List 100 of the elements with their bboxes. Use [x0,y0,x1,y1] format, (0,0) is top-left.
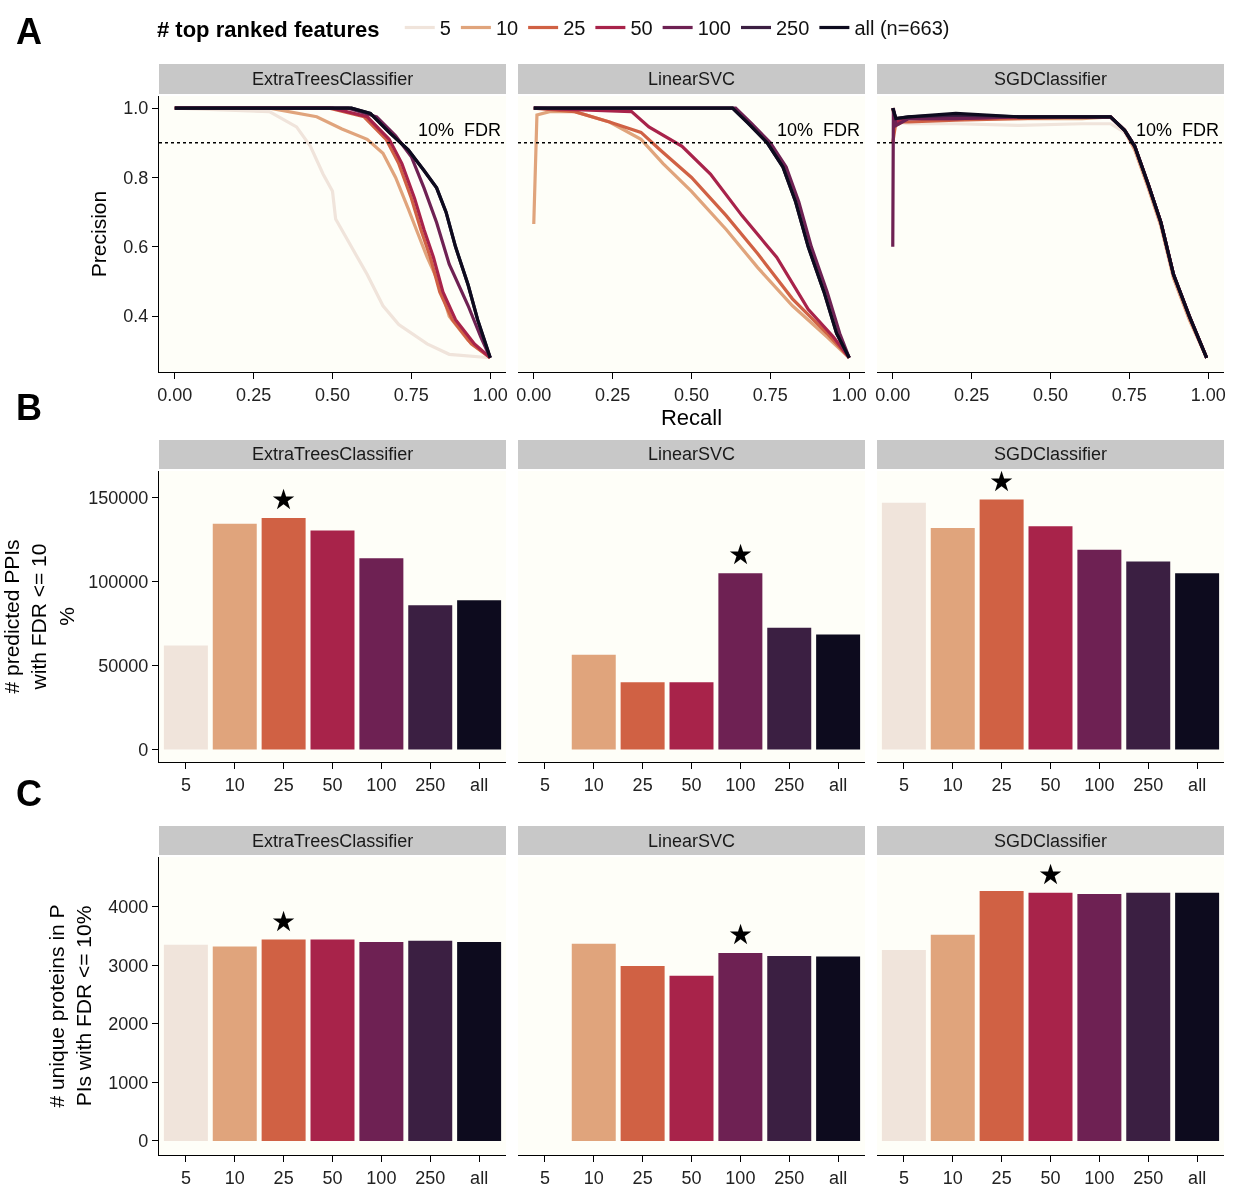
y-axis-title: # predicted PPIs with FDR <= 10 % [0,539,78,694]
x-tick-label: 25 [632,1167,653,1184]
x-tick-label: 250 [1133,774,1164,795]
y-tick-label: 0.8 [123,167,149,188]
y-tick-label: 50000 [98,655,149,676]
y-tick-label: 1000 [108,1072,149,1093]
chart-title: ExtraTreesClassifier [252,69,414,89]
legend-label: all (n=663) [854,17,950,40]
x-tick-label: 0.00 [516,384,552,405]
legend-label: 5 [439,17,451,40]
x-tick-label: all [1188,1167,1207,1184]
text: C [16,773,42,814]
annotation: ★ [271,905,297,938]
x-tick-label: 25 [991,774,1012,795]
x-tick-label: all [470,1167,489,1184]
x-tick-label: 10 [224,774,245,795]
x-tick-label: 50 [1040,1167,1061,1184]
x-tick-label: 250 [415,774,446,795]
text: A [16,11,42,52]
chart-title: LinearSVC [648,444,736,464]
y-tick-label: 0.4 [123,306,149,327]
x-tick-label: 0.50 [314,384,351,405]
x-tick-label: 0.00 [157,384,193,405]
x-tick-label: 100 [725,774,756,795]
x-tick-label: 5 [898,774,909,795]
x-tick-label: 100 [366,774,397,795]
y-axis-title: # unique proteins in P PIs with FDR <= 10% [45,904,96,1108]
x-tick-label: all [470,774,489,795]
x-tick-label: 50 [1040,774,1061,795]
x-tick-label: 250 [415,1167,446,1184]
x-axis-title: Recall [660,404,723,430]
legend-label: 10 [495,17,519,40]
x-tick-label: 5 [180,1167,191,1184]
x-tick-label: 0.75 [752,384,788,405]
annotation: ★ [728,918,754,951]
annotation: ★ [989,465,1015,498]
x-tick-label: 250 [774,1167,805,1184]
x-tick-label: 10 [583,774,604,795]
x-tick-label: all [829,1167,848,1184]
x-tick-label: 250 [774,774,805,795]
x-tick-label: 0.25 [236,384,272,405]
y-tick-label: 3000 [108,955,149,976]
chart-title: ExtraTreesClassifier [252,831,414,851]
x-tick-label: all [829,774,848,795]
chart-title: SGDClassifier [994,444,1108,464]
x-tick-label: 0.75 [393,384,429,405]
annotation: ★ [728,538,754,571]
y-tick-label: 100000 [88,572,149,592]
x-tick-label: 25 [273,774,294,795]
x-tick-label: 25 [632,774,653,795]
x-tick-label: 0.75 [1111,384,1147,405]
y-axis-title: Precision [87,190,111,278]
x-tick-label: 1.00 [831,384,867,405]
y-tick-label: 0 [138,739,149,760]
x-tick-label: 25 [273,1167,294,1184]
chart-title: SGDClassifier [994,831,1108,851]
legend-title: # top ranked features [157,16,380,42]
x-tick-label: 0.25 [595,384,631,405]
x-tick-label: 5 [898,1167,909,1184]
x-tick-label: 50 [681,774,702,795]
y-tick-label: 1.0 [123,98,149,119]
x-tick-label: all [1188,774,1207,795]
y-tick-label: 4000 [108,897,149,918]
x-tick-label: 10 [583,1167,604,1184]
x-tick-label: 100 [725,1167,756,1184]
x-tick-label: 1.00 [472,384,508,405]
x-tick-label: 100 [1084,1167,1115,1184]
x-tick-label: 25 [991,1167,1012,1184]
legend-label: 50 [630,17,653,40]
x-tick-label: 1.00 [1190,384,1226,405]
x-tick-label: 0.50 [1032,384,1069,405]
x-tick-label: 5 [180,774,191,795]
x-tick-label: 0.00 [875,384,911,405]
chart-title: LinearSVC [648,69,736,89]
chart-title: LinearSVC [648,831,736,851]
chart-title: SGDClassifier [994,69,1108,89]
x-tick-label: 0.50 [673,384,710,405]
x-tick-label: 5 [539,1167,550,1184]
annotation: ★ [1038,858,1064,891]
x-tick-label: 100 [1084,774,1115,795]
y-tick-label: 0 [138,1131,149,1152]
text: B [16,387,42,428]
x-tick-label: 5 [539,774,550,795]
y-tick-label: 2000 [108,1014,149,1035]
x-tick-label: 10 [942,1167,963,1184]
x-tick-label: 100 [366,1167,397,1184]
x-tick-label: 50 [322,774,343,795]
x-tick-label: 50 [681,1167,702,1184]
ref-line-label: 10% FDR [1136,120,1220,140]
y-tick-label: 150000 [88,488,149,509]
x-tick-label: 10 [224,1167,245,1184]
y-tick-label: 0.6 [123,237,149,258]
ref-line-label: 10% FDR [777,120,861,140]
chart-title: ExtraTreesClassifier [252,444,414,464]
legend-label: 25 [563,17,586,40]
x-tick-label: 0.25 [954,384,990,405]
annotation: ★ [271,483,297,516]
ref-line-label: 10% FDR [418,120,502,140]
legend-label: 100 [697,17,731,40]
x-tick-label: 250 [1133,1167,1164,1184]
